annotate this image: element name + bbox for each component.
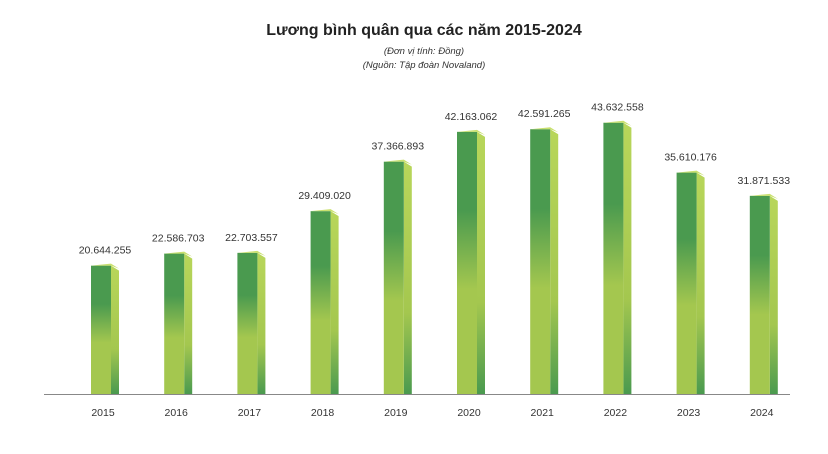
x-tick-2024: 2024 [750, 407, 774, 419]
bar-front-2022 [603, 122, 624, 395]
data-label-2018: 29.409.020 [298, 190, 351, 202]
bar-top-2020 [457, 129, 485, 135]
x-tick-2021: 2021 [531, 407, 555, 419]
data-label-2023: 35.610.176 [664, 152, 717, 164]
bar-top-2016 [164, 251, 193, 257]
bar-side-2020 [477, 131, 485, 394]
bar-top-2021 [530, 127, 559, 133]
bar-top-2023 [676, 170, 705, 176]
bar-2015 [91, 263, 119, 394]
bar-top-2018 [310, 209, 339, 215]
data-label-2019: 37.366.893 [372, 141, 425, 153]
bar-side-2021 [550, 129, 559, 395]
data-label-2024: 31.871.533 [738, 175, 791, 187]
bar-2018 [310, 209, 339, 394]
bar-2019 [383, 159, 412, 394]
bar-side-2022 [623, 122, 632, 395]
bar-side-2015 [111, 265, 119, 394]
x-tick-2018: 2018 [311, 407, 335, 419]
x-tick-2015: 2015 [91, 407, 115, 419]
x-tick-2019: 2019 [384, 407, 408, 419]
chart-unit-note: (Đơn vị tính: Đồng) [383, 46, 465, 57]
bar-2023 [676, 170, 705, 394]
bar-2021 [530, 127, 559, 395]
data-label-2015: 20.644.255 [79, 245, 132, 257]
bar-front-2023 [676, 172, 697, 394]
bar-side-2024 [769, 195, 778, 394]
bar-front-2016 [164, 253, 185, 394]
bar-side-2016 [184, 253, 193, 394]
chart-title: Lương bình quân qua các năm 2015-2024 [266, 22, 582, 39]
bar-top-2024 [749, 193, 778, 199]
bar-front-2019 [383, 161, 404, 394]
bar-top-2019 [383, 159, 412, 165]
bar-2024 [749, 193, 778, 394]
x-tick-2016: 2016 [165, 407, 189, 419]
bar-top-2015 [91, 263, 119, 269]
bar-side-2017 [257, 252, 266, 394]
bar-front-2018 [310, 211, 331, 394]
x-tick-2017: 2017 [238, 407, 262, 419]
bar-front-2020 [457, 131, 477, 394]
data-label-2020: 42.163.062 [445, 111, 498, 123]
x-tick-2020: 2020 [457, 407, 481, 419]
data-label-2021: 42.591.265 [518, 108, 571, 120]
bar-top-2017 [237, 250, 266, 256]
chart-source-note: (Nguồn: Tập đoàn Novaland) [362, 60, 486, 71]
bar-front-2021 [530, 129, 551, 395]
bar-side-2018 [330, 211, 339, 394]
bar-front-2017 [237, 252, 258, 394]
bar-2020 [457, 129, 485, 394]
data-label-2016: 22.586.703 [152, 233, 205, 245]
x-tick-2023: 2023 [677, 407, 701, 419]
bar-2016 [164, 251, 193, 394]
bar-front-2024 [749, 195, 770, 394]
bar-side-2019 [403, 161, 412, 394]
bar-top-2022 [603, 120, 632, 126]
bar-front-2015 [91, 265, 111, 394]
bar-2017 [237, 250, 266, 394]
data-label-2017: 22.703.557 [225, 232, 278, 244]
bar-2022 [603, 120, 632, 395]
bar-side-2023 [696, 172, 705, 394]
data-label-2022: 43.632.558 [591, 102, 644, 114]
x-tick-2022: 2022 [604, 407, 628, 419]
